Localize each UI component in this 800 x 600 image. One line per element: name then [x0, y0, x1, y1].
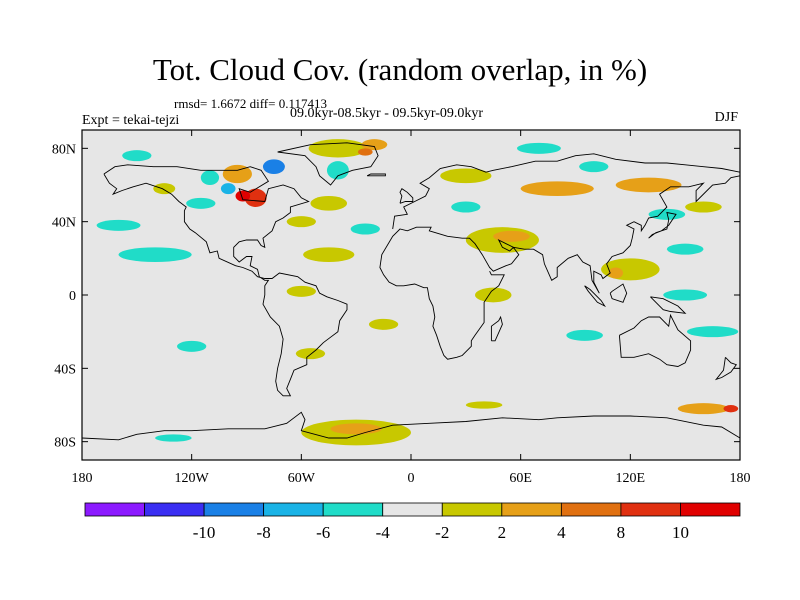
colorbar-swatch: [620, 502, 681, 517]
coastline: [103, 164, 348, 397]
x-tick-label: 60E: [509, 471, 532, 486]
colorbar-label: -10: [193, 523, 216, 542]
season-label: DJF: [714, 110, 738, 125]
anomaly-patch: [685, 201, 722, 213]
colorbar-swatch: [203, 502, 265, 517]
anomaly-patch: [601, 258, 660, 281]
colorbar-swatch: [382, 502, 443, 517]
colorbar-swatch: [263, 502, 324, 517]
anomaly-patch: [96, 219, 141, 231]
colorbar-swatch: [144, 502, 205, 517]
experiment-label: Expt = tekai-tejzi: [82, 113, 180, 128]
colorbar-label: 2: [498, 523, 507, 542]
anomaly-field: [96, 139, 739, 446]
anomaly-patch: [220, 183, 236, 195]
coastline: [609, 283, 628, 303]
x-tick-label: 120W: [175, 471, 210, 486]
coastline-layer: [82, 142, 740, 441]
anomaly-patch: [326, 161, 349, 180]
coastline: [277, 142, 379, 186]
period-label: 09.0kyr-08.5kyr - 09.5kyr-09.0kyr: [290, 106, 484, 121]
coastline: [618, 313, 692, 367]
colorbar-swatch: [501, 502, 562, 517]
anomaly-patch: [310, 196, 348, 211]
anomaly-patch: [330, 423, 382, 435]
anomaly-patch: [451, 201, 481, 213]
x-tick-label: 60W: [288, 471, 316, 486]
anomaly-patch: [122, 150, 152, 162]
anomaly-patch: [244, 188, 267, 207]
colorbar-swatch: [680, 502, 741, 517]
anomaly-patch: [440, 168, 492, 184]
x-tick-label: 180: [730, 471, 751, 486]
anomaly-patch: [677, 403, 730, 415]
anomaly-patch: [303, 247, 355, 262]
colorbar-swatch: [560, 502, 622, 517]
anomaly-patch: [235, 190, 251, 202]
anomaly-patch: [350, 223, 380, 235]
anomaly-patch: [520, 181, 594, 197]
coastline: [650, 296, 687, 314]
anomaly-patch: [608, 267, 624, 279]
axis-ticks: 180 120W 60W 0 60E 120E 180 80N 40N 0 40S 80S: [52, 130, 751, 486]
colorbar-swatch: [441, 502, 503, 517]
colorbar-label: -8: [257, 523, 271, 542]
colorbar-swatch: [322, 502, 384, 517]
y-tick-label: 80S: [54, 436, 76, 451]
colorbar-label: -2: [435, 523, 449, 542]
coastline: [648, 211, 677, 239]
anomaly-patch: [465, 401, 503, 409]
anomaly-patch: [579, 161, 609, 173]
colorbar-label: 8: [617, 523, 626, 542]
anomaly-patch: [186, 197, 216, 209]
anomaly-patch: [663, 289, 708, 301]
anomaly-patch: [666, 243, 704, 255]
coastline: [584, 285, 606, 308]
anomaly-patch: [222, 164, 252, 184]
colorbar-label: -4: [376, 523, 391, 542]
coastline: [379, 175, 740, 360]
anomaly-patch: [295, 348, 326, 360]
coastline: [714, 356, 738, 381]
anomaly-patch: [361, 139, 388, 151]
anomaly-patch: [200, 170, 220, 186]
anomaly-patch: [566, 329, 603, 341]
anomaly-patch: [177, 340, 207, 352]
anomaly-patch: [357, 148, 373, 156]
anomaly-patch: [262, 159, 285, 175]
anomaly-patch: [517, 142, 561, 154]
coastline: [399, 188, 414, 204]
y-tick-label: 0: [69, 289, 76, 304]
plot-title: Tot. Cloud Cov. (random overlap, in %): [152, 52, 648, 87]
stats-line: rmsd= 1.6672 diff= 0.117413: [174, 96, 327, 111]
anomaly-patch: [308, 139, 368, 158]
colorbar-label: 10: [672, 523, 689, 542]
coastline: [366, 173, 386, 177]
anomaly-patch: [615, 177, 682, 193]
anomaly-patch: [286, 216, 316, 228]
colorbar-swatch: [84, 502, 145, 517]
colorbar: -10 -8 -6 -4 -2 2 4 8 10: [84, 502, 741, 542]
anomaly-patch: [686, 326, 739, 338]
x-tick-label: 180: [72, 471, 93, 486]
x-tick-label: 120E: [616, 471, 646, 486]
colorbar-label: -6: [316, 523, 330, 542]
coastline: [490, 315, 503, 342]
anomaly-patch: [155, 434, 192, 442]
coastline: [82, 411, 740, 441]
anomaly-patch: [368, 318, 399, 330]
colorbar-label: 4: [557, 523, 566, 542]
y-tick-label: 40S: [54, 362, 76, 377]
coastline: [392, 153, 740, 230]
anomaly-patch: [723, 405, 739, 413]
y-tick-label: 80N: [52, 142, 76, 157]
anomaly-patch: [286, 285, 316, 297]
anomaly-patch: [493, 230, 530, 242]
anomaly-patch: [153, 183, 176, 195]
y-tick-label: 40N: [52, 216, 76, 231]
anomaly-patch: [118, 247, 192, 262]
x-tick-label: 0: [408, 471, 415, 486]
anomaly-patch: [474, 287, 512, 303]
